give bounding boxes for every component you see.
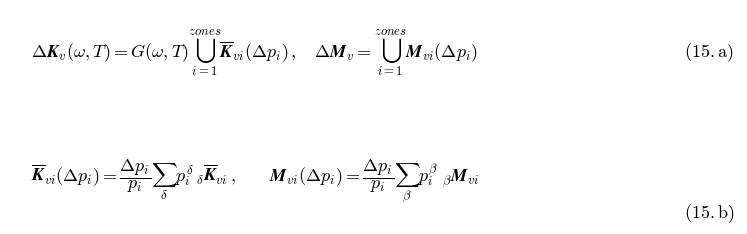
Text: $\boldsymbol{\Delta K}_{v}(\omega,T) = G(\omega,T)\bigcup_{i=1}^{zones}\overline: $\boldsymbol{\Delta K}_{v}(\omega,T) = G… — [31, 27, 477, 77]
Text: $(15.\mathrm{a})$: $(15.\mathrm{a})$ — [684, 41, 734, 64]
Text: $\overline{\boldsymbol{K}}_{vi}(\Delta p_i) = \dfrac{\Delta p_i}{p_i}\sum_{\delt: $\overline{\boldsymbol{K}}_{vi}(\Delta p… — [31, 157, 479, 206]
Text: $(15.\mathrm{b})$: $(15.\mathrm{b})$ — [684, 203, 735, 226]
